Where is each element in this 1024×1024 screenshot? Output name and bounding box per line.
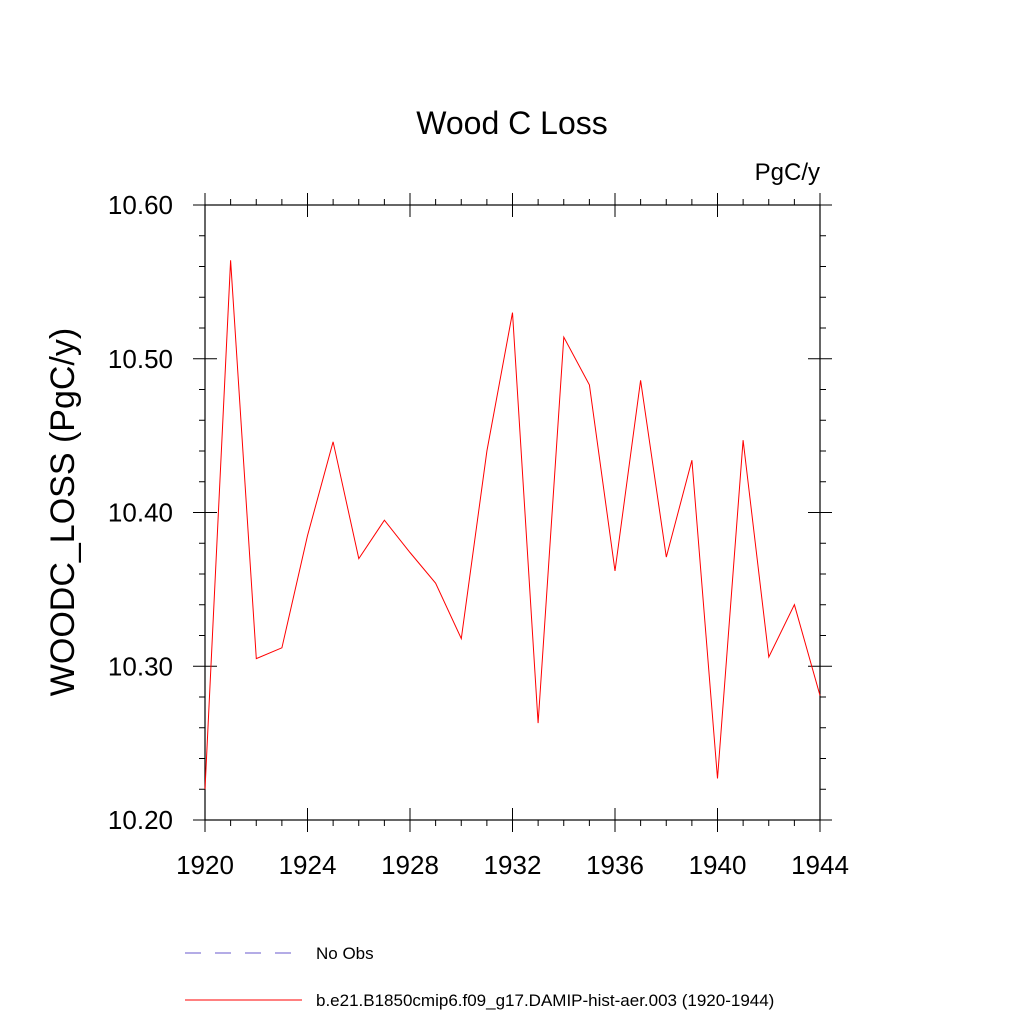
x-tick-label: 1944 <box>791 850 849 880</box>
data-point <box>332 441 334 443</box>
data-point <box>665 556 667 558</box>
plot-frame <box>204 204 821 821</box>
y-tick-label: 10.20 <box>108 805 173 835</box>
data-point <box>640 379 642 381</box>
data-point <box>512 312 514 314</box>
series-line <box>204 260 821 790</box>
x-tick-label: 1920 <box>176 850 234 880</box>
legend-label: No Obs <box>316 944 374 963</box>
axes: 1920 1924 1928 1932 1936 1940 1944 10.20 10.30 10… <box>108 190 849 880</box>
data-point <box>409 552 411 554</box>
x-tick-label: 1924 <box>279 850 337 880</box>
data-point <box>358 558 360 560</box>
chart-title: Wood C Loss <box>416 105 608 141</box>
data-point <box>435 582 437 584</box>
data-point <box>204 788 206 790</box>
data-point <box>614 570 616 572</box>
data-point <box>563 336 565 338</box>
data-point <box>486 450 488 452</box>
units-label: PgC/y <box>755 159 820 186</box>
y-tick-label: 10.60 <box>108 190 173 220</box>
data-point <box>794 604 796 606</box>
data-point <box>230 260 232 262</box>
y-tick-label: 10.30 <box>108 651 173 681</box>
x-tick-label: 1940 <box>689 850 747 880</box>
legend: No Obs b.e21.B1850cmip6.f09_g17.DAMIP-his… <box>185 944 774 1010</box>
y-axis-label: WOODC_LOSS (PgC/y) <box>44 328 82 696</box>
data-point <box>281 647 283 649</box>
data-point <box>742 439 744 441</box>
data-point <box>307 535 309 537</box>
x-tick-label: 1936 <box>586 850 644 880</box>
data-point <box>384 519 386 521</box>
x-tick-label: 1932 <box>484 850 542 880</box>
y-tick-label: 10.50 <box>108 344 173 374</box>
data-point <box>691 459 693 461</box>
data-point <box>537 722 539 724</box>
data-point <box>255 658 257 660</box>
data-point <box>589 384 591 386</box>
data-point <box>819 695 821 697</box>
data-point <box>460 638 462 640</box>
y-tick-label: 10.40 <box>108 498 173 528</box>
data-point <box>768 656 770 658</box>
series-layer <box>204 260 821 790</box>
x-tick-label: 1928 <box>381 850 439 880</box>
legend-label: b.e21.B1850cmip6.f09_g17.DAMIP-hist-aer.… <box>316 991 774 1010</box>
data-point <box>717 778 719 780</box>
